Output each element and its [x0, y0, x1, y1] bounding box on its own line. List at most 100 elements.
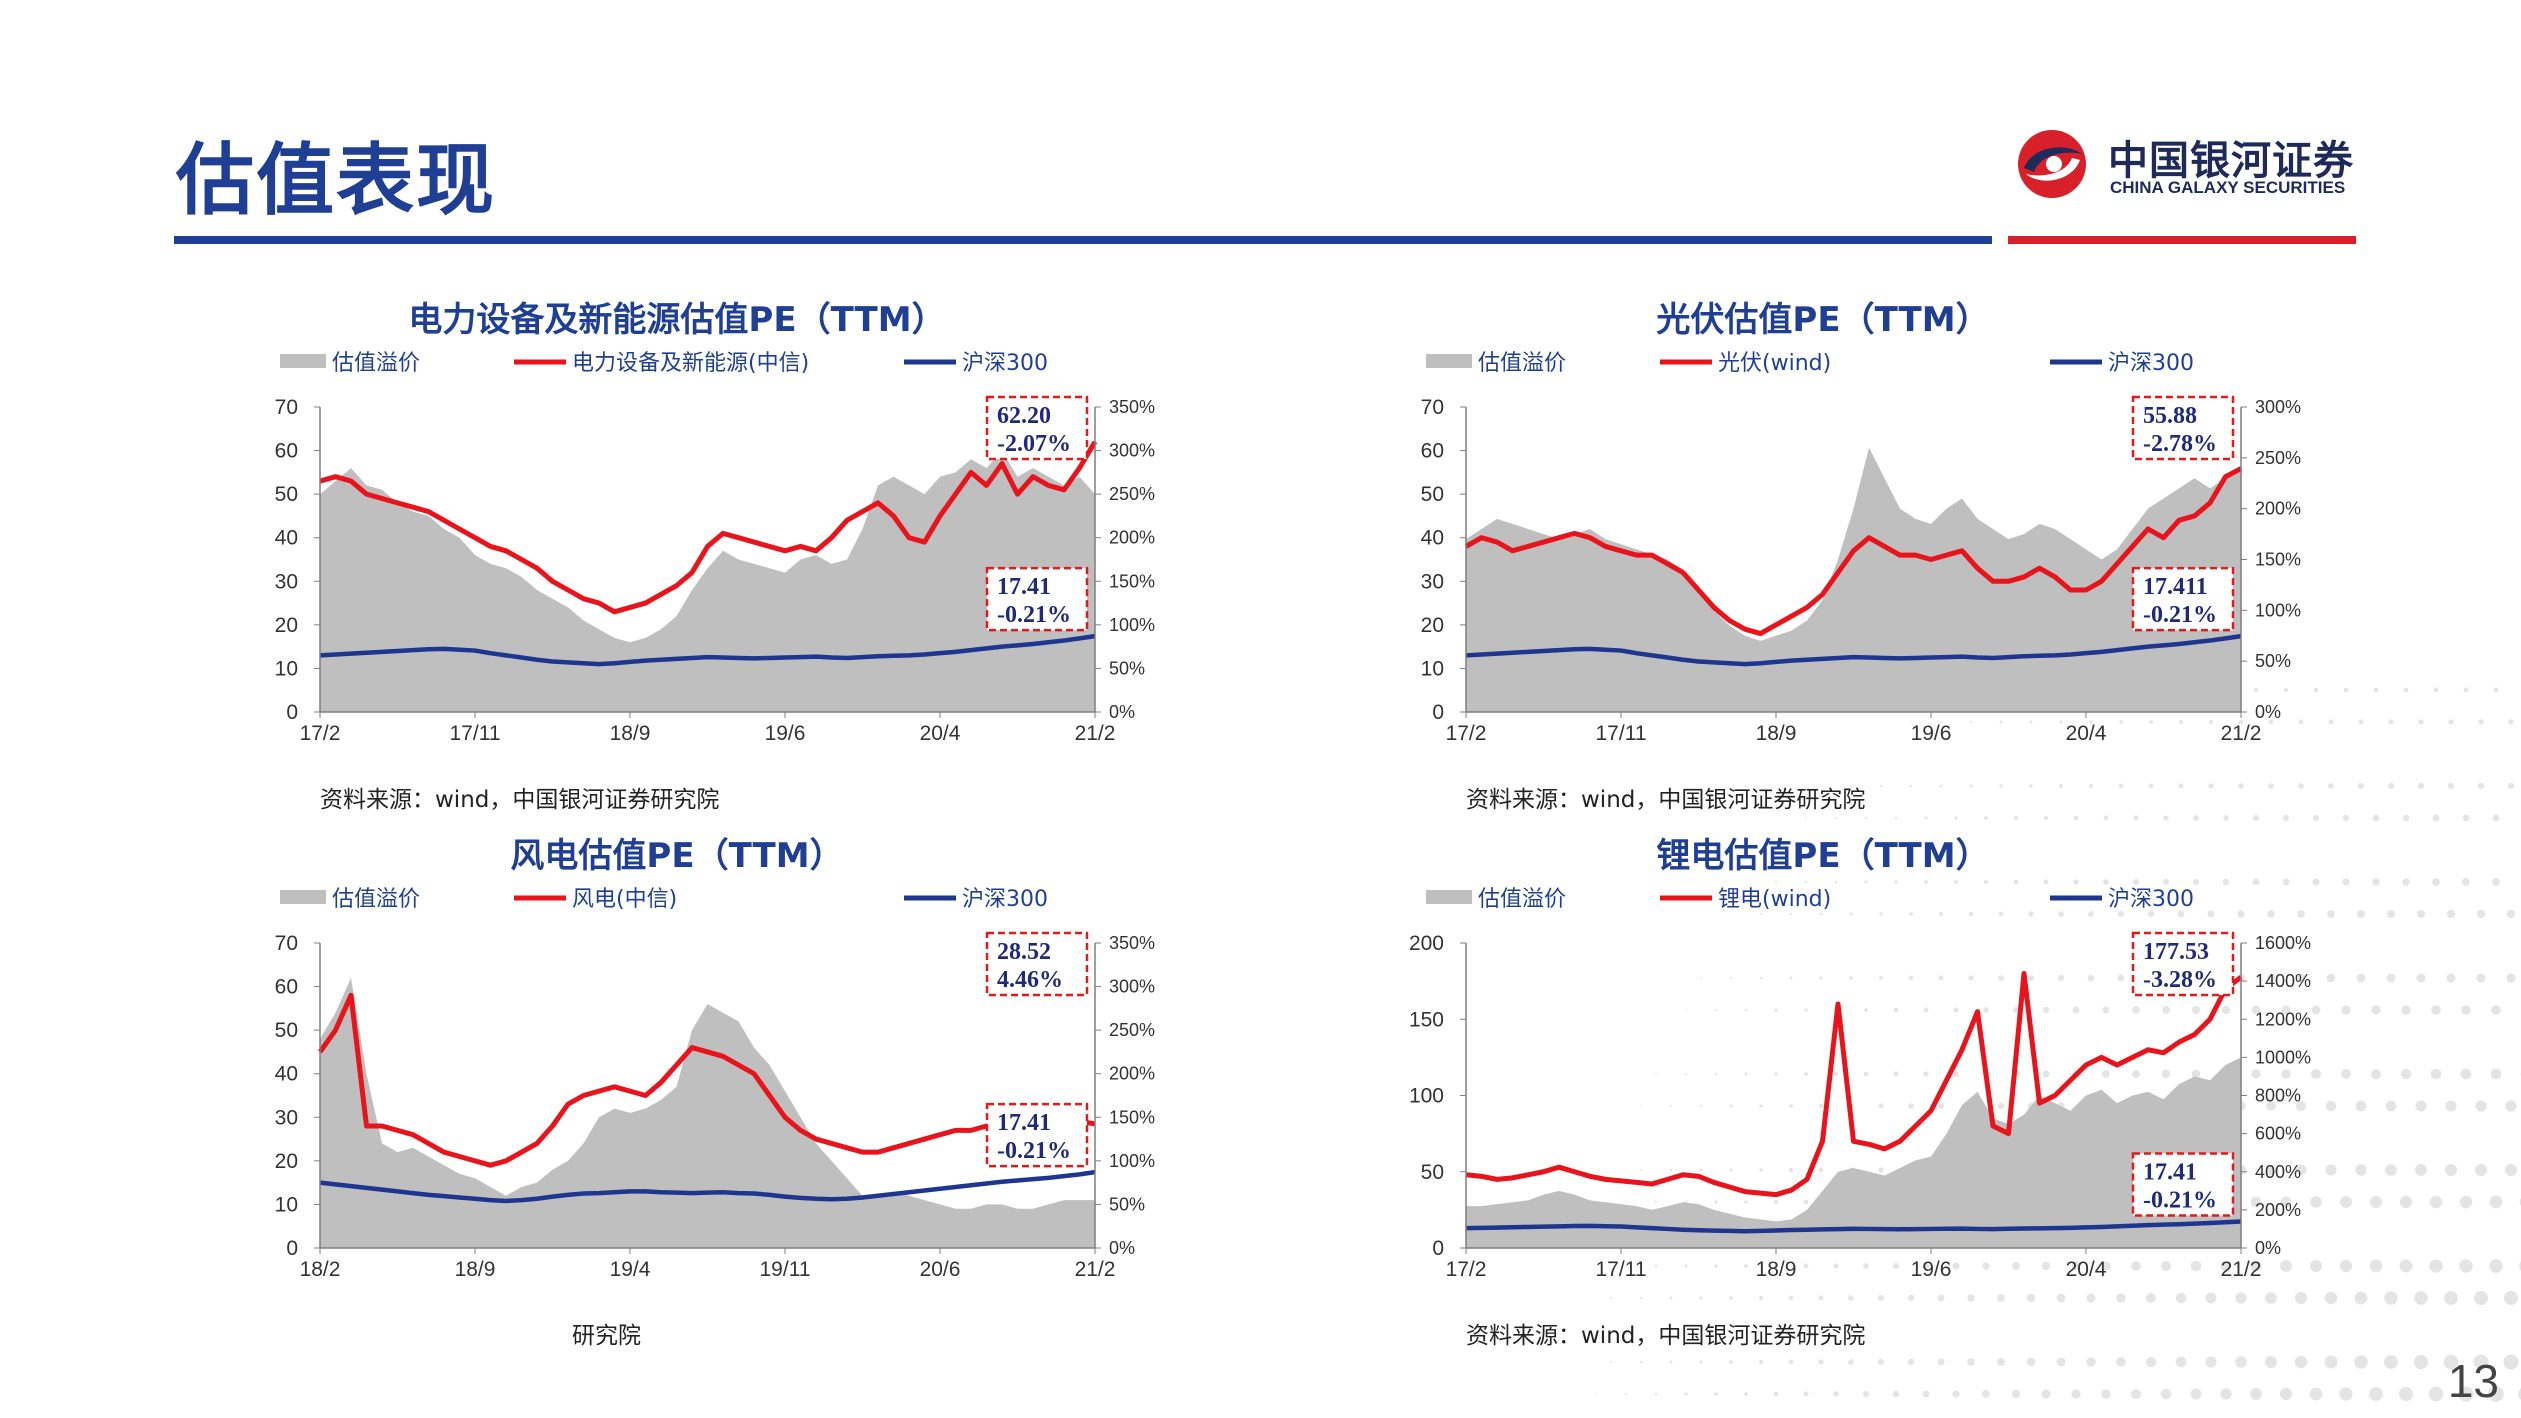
- logo-name-en: CHINA GALAXY SECURITIES: [2110, 178, 2346, 197]
- background-dot: [2518, 1388, 2521, 1400]
- annotation-text: -0.21%: [2143, 1187, 2217, 1213]
- page-title: 估值表现: [176, 136, 497, 226]
- background-dot: [2071, 1261, 2081, 1271]
- y2-tick-label: 0%: [1109, 702, 1135, 722]
- background-dot: [1714, 1200, 1718, 1204]
- background-dot: [2056, 1357, 2066, 1367]
- series-line-hs300: [319, 1169, 1096, 1204]
- background-dot: [2056, 1293, 2066, 1303]
- background-dot: [1907, 1358, 1915, 1366]
- y-tick-label: 70: [1421, 396, 1444, 419]
- background-dot: [2489, 1259, 2503, 1273]
- background-dot: [2506, 973, 2516, 983]
- legend-item: 估值溢价: [280, 351, 420, 376]
- background-dot: [2160, 1388, 2172, 1400]
- x-tick-label: 19/6: [1911, 722, 1952, 745]
- background-dot: [1879, 912, 1883, 916]
- background-dot: [2490, 1068, 2502, 1080]
- background-dot: [2103, 815, 2109, 821]
- background-dot: [1773, 1199, 1779, 1205]
- y-tick-label: 70: [275, 396, 298, 419]
- background-dot: [1982, 1262, 1990, 1270]
- background-dot: [2371, 1005, 2381, 1015]
- background-dot: [2355, 1164, 2367, 1176]
- background-dot: [1805, 817, 1807, 819]
- background-dot: [1818, 1167, 1824, 1173]
- background-dot: [1639, 1296, 1643, 1300]
- background-dot: [2463, 687, 2469, 693]
- background-dot: [1893, 1071, 1899, 1077]
- background-dot: [2343, 687, 2349, 693]
- background-dot: [2476, 973, 2486, 983]
- background-dot: [1953, 1071, 1959, 1077]
- background-dot: [2073, 815, 2079, 821]
- annotation-frame: [2131, 395, 2235, 461]
- background-dot: [1983, 879, 1989, 885]
- background-dot: [1833, 1071, 1839, 1077]
- background-dot: [2161, 1069, 2171, 1079]
- background-dot: [2339, 1259, 2353, 1273]
- y2-tick-label: 0%: [2255, 1238, 2281, 1258]
- background-dot: [2370, 1196, 2382, 1208]
- background-dot: [2029, 784, 2033, 788]
- background-dot: [2208, 719, 2214, 725]
- background-dot: [1997, 1102, 2005, 1110]
- background-dot: [2071, 1389, 2081, 1399]
- background-dot: [2402, 878, 2410, 886]
- background-dot: [2448, 719, 2454, 725]
- background-dot: [1655, 1073, 1657, 1075]
- background-dot: [2388, 719, 2394, 725]
- background-dot: [2116, 1357, 2126, 1367]
- background-dot: [2489, 1195, 2503, 1209]
- background-dot: [2385, 1100, 2397, 1112]
- background-dot: [1758, 1295, 1764, 1301]
- background-dot: [1654, 1392, 1658, 1396]
- background-dot: [1894, 880, 1898, 884]
- background-dot: [2238, 783, 2244, 789]
- chart-panel-power-equipment: 电力设备及新能源估值PE（TTM） 估值溢价 电力设备及新能源(中信) 沪深300 0…: [172, 292, 1182, 832]
- background-dot: [1953, 1007, 1959, 1013]
- background-dot: [2178, 783, 2184, 789]
- background-dot: [2041, 1261, 2051, 1271]
- y-tick-label: 50: [275, 483, 298, 506]
- background-dot: [1684, 1264, 1688, 1268]
- series-area-premium: [1466, 1057, 2241, 1248]
- background-dot: [1909, 912, 1913, 916]
- background-dot: [2042, 1070, 2050, 1078]
- background-dot: [1968, 975, 1974, 981]
- background-dot: [1863, 1071, 1869, 1077]
- background-dot: [1714, 1264, 1718, 1268]
- background-dot: [2310, 1196, 2322, 1208]
- series-line-sector: [1464, 466, 2243, 637]
- chart-title: 光伏估值PE（TTM）: [1656, 300, 1990, 340]
- background-dot: [2488, 1386, 2504, 1402]
- y-tick-label: 20: [275, 1150, 298, 1173]
- x-tick-label: 20/4: [920, 722, 961, 745]
- y2-tick-label: 350%: [1109, 397, 1155, 417]
- background-dot: [1969, 784, 1973, 788]
- background-dot: [2192, 878, 2200, 886]
- background-dot: [2208, 783, 2214, 789]
- background-dot: [2267, 910, 2275, 918]
- x-tick-label: 20/4: [2066, 722, 2107, 745]
- annotation-text: 17.41: [997, 1110, 1051, 1136]
- background-dot: [1863, 1263, 1869, 1269]
- y2-tick-label: 400%: [2255, 1162, 2301, 1182]
- background-dot: [1922, 1390, 1930, 1398]
- background-dot: [2297, 910, 2305, 918]
- series-line-hs300: [1465, 633, 2242, 667]
- background-dot: [2266, 973, 2276, 983]
- legend-swatch: [1426, 354, 1472, 368]
- annotation-box: 28.524.46%: [985, 931, 1089, 997]
- background-dot: [2355, 1100, 2367, 1112]
- y2-tick-label: 1200%: [2255, 1009, 2311, 1029]
- legend-label: 锂电(wind): [1718, 887, 1831, 912]
- background-dot: [2373, 687, 2379, 693]
- y2-tick-label: 50%: [1109, 658, 1145, 678]
- background-dot: [2400, 1068, 2412, 1080]
- background-dot: [2475, 1100, 2487, 1112]
- background-dot: [2372, 878, 2380, 886]
- background-dot: [2415, 1164, 2427, 1176]
- background-dot: [1938, 911, 1944, 917]
- y-tick-label: 30: [1421, 570, 1444, 593]
